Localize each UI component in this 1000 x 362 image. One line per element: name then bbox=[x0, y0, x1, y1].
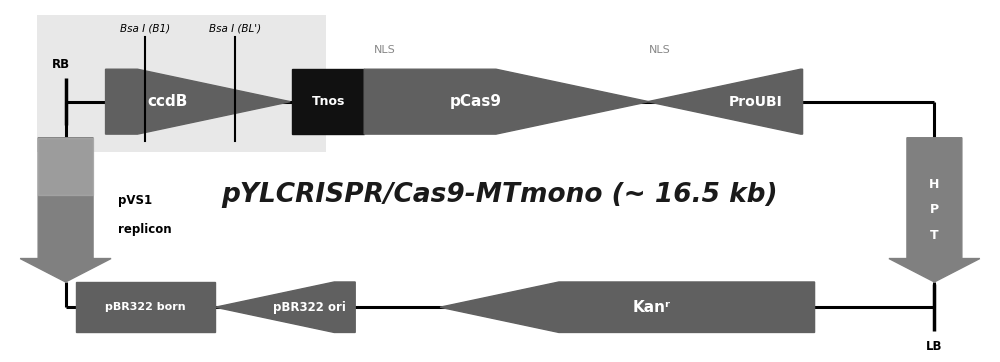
Text: ccdB: ccdB bbox=[147, 94, 188, 109]
Text: Kanʳ: Kanʳ bbox=[632, 300, 670, 315]
Text: LB: LB bbox=[926, 340, 943, 353]
FancyBboxPatch shape bbox=[37, 15, 326, 152]
Text: P: P bbox=[930, 203, 939, 216]
Polygon shape bbox=[648, 69, 803, 134]
Text: pBR322 born: pBR322 born bbox=[105, 302, 186, 312]
Text: replicon: replicon bbox=[118, 223, 172, 236]
Text: pYLCRISPR/Cas9-MTmono (~ 16.5 kb): pYLCRISPR/Cas9-MTmono (~ 16.5 kb) bbox=[222, 182, 778, 209]
Bar bbox=[292, 69, 364, 134]
Text: NLS: NLS bbox=[374, 45, 396, 55]
Text: pVS1: pVS1 bbox=[118, 194, 152, 207]
Polygon shape bbox=[364, 69, 649, 134]
Text: T: T bbox=[930, 228, 939, 241]
Text: Tnos: Tnos bbox=[312, 95, 345, 108]
Polygon shape bbox=[889, 138, 980, 282]
Text: pBR322 ori: pBR322 ori bbox=[273, 301, 346, 314]
Polygon shape bbox=[20, 138, 111, 282]
Text: pCas9: pCas9 bbox=[450, 94, 502, 109]
Polygon shape bbox=[215, 282, 355, 332]
Text: NLS: NLS bbox=[649, 45, 671, 55]
Polygon shape bbox=[440, 282, 815, 332]
Polygon shape bbox=[38, 138, 93, 195]
Text: RB: RB bbox=[52, 58, 70, 71]
Polygon shape bbox=[106, 69, 290, 134]
Bar bbox=[76, 282, 215, 332]
Text: Bsa I (BL'): Bsa I (BL') bbox=[209, 23, 261, 33]
Text: Bsa I (B1): Bsa I (B1) bbox=[120, 23, 171, 33]
Text: H: H bbox=[929, 178, 940, 191]
Text: ProUBI: ProUBI bbox=[729, 95, 783, 109]
